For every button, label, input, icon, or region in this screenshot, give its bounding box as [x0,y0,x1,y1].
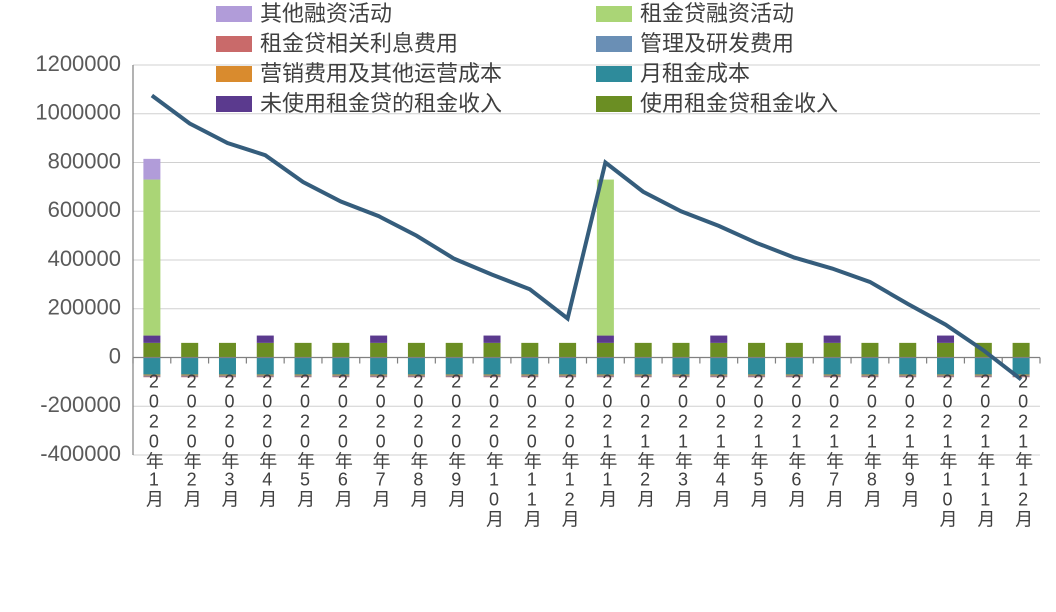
y-tick-label: 1000000 [35,100,121,125]
y-tick-label: 400000 [48,246,121,271]
x-tick-label: 2021年11月 [975,372,995,528]
bar-rent_income_used [786,343,803,358]
x-tick-label: 2021年10月 [938,372,958,528]
x-tick-label: 2020年12月 [560,372,580,528]
x-tick-label: 2021年12月 [1013,372,1033,528]
bar-rent_income_unused [937,336,954,343]
legend-swatch-admin_rd_cost [596,36,632,52]
legend-label-monthly_rent_cost: 月租金成本 [640,61,750,86]
x-tick-label: 2020年4月 [257,372,277,508]
x-tick-label: 2020年10月 [484,372,504,528]
x-tick-label: 2020年3月 [219,372,239,508]
bar-rent_income_unused [710,336,727,343]
legend-label-rent_income_unused: 未使用租金贷的租金收入 [260,91,502,116]
bar-rent_income_used [748,343,765,358]
bar-rent_income_used [597,343,614,358]
bar-other_financing [143,159,160,180]
x-tick-label: 2020年2月 [182,372,202,508]
legend-label-interest_cost: 租金贷相关利息费用 [260,31,458,56]
bar-rent_income_used [635,343,652,358]
y-tick-label: 600000 [48,197,121,222]
x-tick-label: 2021年3月 [673,372,693,508]
x-tick-label: 2021年1月 [597,372,617,508]
bar-rent_income_used [484,343,501,358]
y-tick-label: 800000 [48,148,121,173]
bar-rent_income_used [899,343,916,358]
x-tick-label: 2021年7月 [824,372,844,508]
bar-rent_income_unused [484,336,501,343]
x-tick-label: 2021年8月 [862,372,882,508]
y-tick-label: -400000 [40,441,121,466]
legend-swatch-monthly_rent_cost [596,66,632,82]
y-tick-label: 0 [109,343,121,368]
y-tick-label: -200000 [40,392,121,417]
bar-rent_income_used [370,343,387,358]
bar-rent_income_used [257,343,274,358]
bar-rent_income_unused [257,336,274,343]
legend-swatch-rent_income_unused [216,96,252,112]
bar-rent_income_used [446,343,463,358]
bar-loan_financing [143,180,160,336]
legend-swatch-interest_cost [216,36,252,52]
bar-rent_income_used [219,343,236,358]
bar-loan_financing [597,180,614,336]
bar-rent_income_unused [824,336,841,343]
x-tick-label: 2021年9月 [900,372,920,508]
bar-rent_income_used [521,343,538,358]
bar-rent_income_used [332,343,349,358]
x-tick-label: 2021年5月 [749,372,769,508]
chart-svg: -400000 -200000 0 200000 400000 600000 800000 1… [0,0,1056,612]
legend-swatch-marketing_cost [216,66,252,82]
legend-swatch-rent_income_used [596,96,632,112]
x-tick-label: 2020年5月 [295,372,315,508]
legend-swatch-other_financing [216,6,252,22]
legend-swatch-loan_financing [596,6,632,22]
legend-label-other_financing: 其他融资活动 [260,1,392,26]
x-tick-label: 2021年2月 [635,372,655,508]
bar-rent_income_used [1013,343,1030,358]
bar-rent_income_unused [143,336,160,343]
bar-rent_income_used [559,343,576,358]
bar-rent_income_used [672,343,689,358]
bar-rent_income_used [710,343,727,358]
x-tick-label: 2021年6月 [786,372,806,508]
bar-rent_income_unused [597,336,614,343]
y-tick-label: 200000 [48,295,121,320]
x-tick-label: 2020年11月 [522,372,542,528]
cashflow-chart: -400000 -200000 0 200000 400000 600000 800000 1… [0,0,1056,612]
bar-rent_income_unused [370,336,387,343]
x-tick-label: 2020年7月 [371,372,391,508]
bar-rent_income_used [824,343,841,358]
y-tick-label: 1200000 [35,51,121,76]
bar-rent_income_used [861,343,878,358]
x-tick-label: 2020年8月 [408,372,428,508]
x-tick-label: 2020年9月 [446,372,466,508]
bar-rent_income_used [295,343,312,358]
legend-label-admin_rd_cost: 管理及研发费用 [640,31,794,56]
legend-label-loan_financing: 租金贷融资活动 [640,1,794,26]
x-tick-label: 2021年4月 [711,372,731,508]
bar-rent_income_used [143,343,160,358]
bar-rent_income_used [937,343,954,358]
x-tick-label: 2020年1月 [144,372,164,508]
trend-line [152,95,1021,379]
x-tick-label: 2020年6月 [333,372,353,508]
bar-rent_income_used [408,343,425,358]
legend-label-marketing_cost: 营销费用及其他运营成本 [260,61,502,86]
bar-rent_income_used [181,343,198,358]
legend-label-rent_income_used: 使用租金贷租金收入 [640,91,838,116]
